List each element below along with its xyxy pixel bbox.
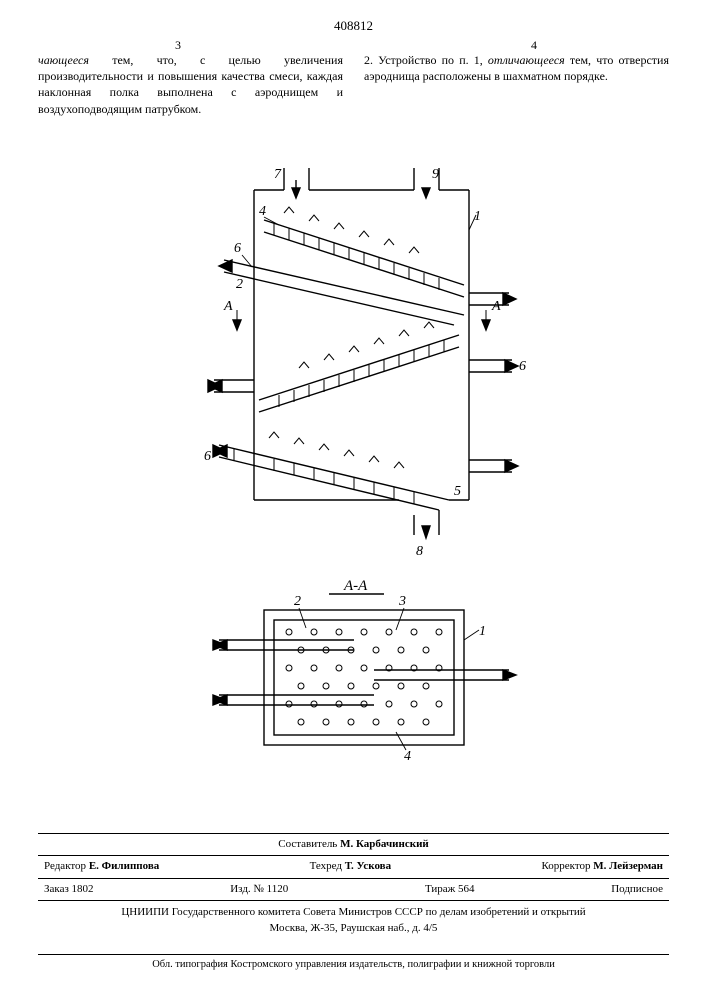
svg-text:A: A xyxy=(223,299,233,314)
footer: Обл. типография Костромского управления … xyxy=(38,954,669,970)
doc-number: 408812 xyxy=(334,18,373,34)
col-number-left: 3 xyxy=(175,38,181,53)
svg-text:6: 6 xyxy=(519,359,526,374)
svg-text:9: 9 xyxy=(432,167,439,182)
svg-text:4: 4 xyxy=(404,749,411,764)
svg-text:1: 1 xyxy=(479,624,486,639)
svg-text:5: 5 xyxy=(454,484,461,499)
col-number-right: 4 xyxy=(531,38,537,53)
svg-text:6: 6 xyxy=(234,241,241,256)
svg-text:А-А: А-А xyxy=(343,578,368,594)
right-column-text: 2. Устройство по п. 1, отличающееся тем,… xyxy=(364,52,669,84)
svg-text:4: 4 xyxy=(259,204,266,219)
svg-text:A: A xyxy=(491,299,501,314)
svg-text:7: 7 xyxy=(274,167,282,182)
credits-block: Составитель М. Карбачинский Редактор Е. … xyxy=(38,833,669,940)
left-column-text: чающееся тем, что, с целью увеличения пр… xyxy=(38,52,343,117)
svg-text:2: 2 xyxy=(294,594,301,609)
svg-text:2: 2 xyxy=(236,277,243,292)
svg-text:8: 8 xyxy=(416,544,423,559)
svg-text:6: 6 xyxy=(204,449,211,464)
svg-text:3: 3 xyxy=(398,594,406,609)
figure: A A xyxy=(0,160,707,770)
